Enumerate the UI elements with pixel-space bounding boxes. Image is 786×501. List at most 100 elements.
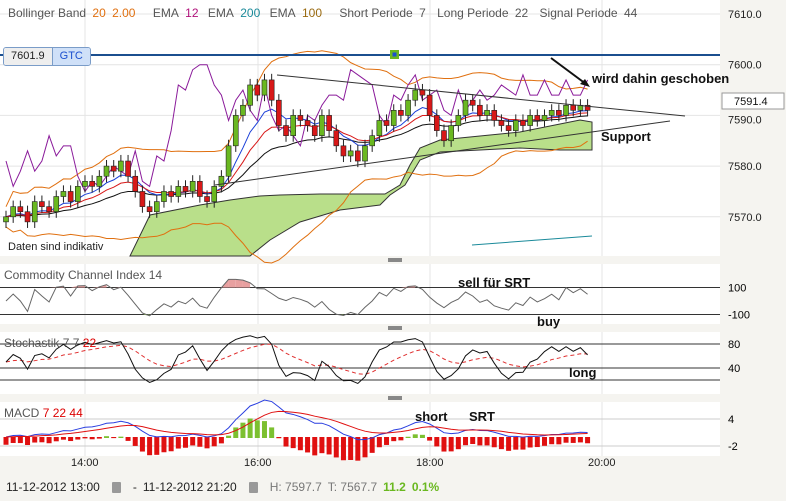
x-tick-label: 14:00 [71,457,99,469]
macd-histogram-bar [370,437,375,453]
macd-histogram-bar [18,437,23,443]
candle [312,126,317,136]
candle [363,146,368,161]
candle [140,191,145,206]
order-tag[interactable]: 7601.9 GTC [3,47,91,66]
macd-histogram-bar [147,437,152,455]
macd-histogram-bar [97,437,102,439]
candle [82,181,87,186]
annotation-support: Support [601,129,651,144]
candle [441,131,446,141]
change-percent: 0.1% [412,480,439,494]
candle [535,115,540,120]
candle [183,186,188,191]
macd-histogram-bar [133,437,138,446]
macd-histogram-bar [219,437,224,443]
macd-histogram-bar [61,437,66,440]
svg-text:Commodity Channel Index 14: Commodity Channel Index 14 [4,268,162,282]
panel-resize-handle[interactable] [388,326,402,330]
stoch-tick-label: 40 [728,363,740,375]
macd-histogram-bar [477,437,482,445]
cci-period: 14 [149,268,163,282]
macd-histogram-bar [284,437,289,447]
macd-tick-label: -2 [728,441,738,453]
macd-histogram-bar [578,437,583,442]
candle [104,166,109,176]
macd-histogram-bar [25,437,30,445]
macd-histogram-bar [413,434,418,438]
date-from[interactable]: 11-12-2012 13:00 [6,480,100,494]
macd-histogram-bar [197,437,202,447]
macd-histogram-bar [54,437,59,441]
macd-histogram-bar [327,437,332,454]
candle [291,115,296,135]
candle [47,207,52,212]
annotation-buy: buy [537,314,561,329]
candle [197,181,202,196]
macd-histogram-bar [126,437,131,441]
low-value: T: 7567.7 [328,480,377,494]
macd-histogram-bar [341,437,346,460]
y-tick-label: 7590.0 [728,114,762,126]
macd-histogram-bar [470,437,475,444]
macd-p1: 7 [43,406,50,420]
macd-histogram-bar [492,437,497,447]
calendar-icon[interactable] [249,482,258,493]
disclaimer: Daten sind indikativ [8,241,104,253]
macd-histogram-bar [305,437,310,452]
candle [169,191,174,196]
macd-histogram-bar [571,437,576,443]
candle [520,120,525,125]
candle [506,126,511,131]
ema200-label: EMA [208,6,234,20]
ema200-value: 200 [240,6,260,20]
macd-histogram-bar [276,437,281,438]
macd-histogram-bar [312,437,317,455]
long-value: 22 [515,6,528,20]
ema100-label: EMA [270,6,296,20]
candle [463,100,468,115]
macd-histogram-bar [68,437,73,441]
candle [384,120,389,125]
macd-histogram-bar [298,437,303,450]
macd-tick-label: 4 [728,414,734,426]
candle [298,115,303,120]
candle [219,176,224,186]
candle [427,95,432,115]
macd-histogram-bar [82,437,87,438]
candle [161,191,166,201]
bb-stddev: 2.00 [112,6,135,20]
order-type[interactable]: GTC [52,48,90,65]
last-price: 7591.4 [734,96,768,108]
cci-label: Commodity Channel Index [4,268,145,282]
date-to[interactable]: 11-12-2012 21:20 [143,480,237,494]
order-price: 7601.9 [4,48,52,65]
candle [25,212,30,222]
macd-histogram-bar [183,437,188,448]
candle [118,161,123,171]
signal-value: 44 [624,6,637,20]
panel-resize-handle[interactable] [388,258,402,262]
stoch-p3: 22 [83,336,97,350]
candle [370,136,375,146]
candle [406,100,411,115]
bb-label: Bollinger Band [8,6,86,20]
candle [456,115,461,125]
change-value: 11.2 [383,480,406,494]
x-tick-label: 18:00 [416,457,444,469]
candle [240,105,245,115]
candle [54,197,59,212]
y-tick-label: 7600.0 [728,60,762,72]
candle [133,176,138,191]
annotation-sell: sell für SRT [458,275,530,290]
panel-resize-handle[interactable] [388,396,402,400]
calendar-icon[interactable] [112,482,121,493]
candle [513,120,518,130]
macd-histogram-bar [556,437,561,444]
candle [154,202,159,212]
candle [377,120,382,135]
macd-p2: 22 [53,406,67,420]
macd-histogram-bar [75,437,80,440]
macd-histogram-bar [449,437,454,451]
